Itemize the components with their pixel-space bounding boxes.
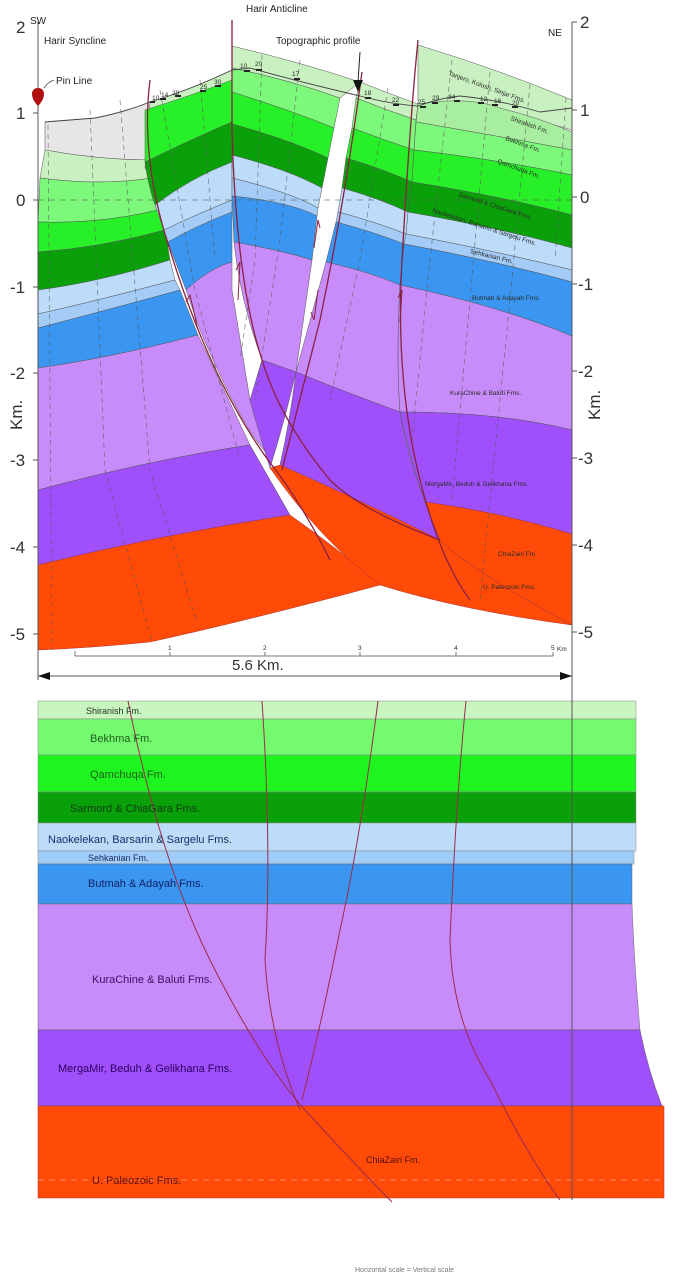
svg-text:28: 28 <box>172 90 180 97</box>
label-bekhma: Bekhma Fm. <box>90 733 152 745</box>
scale-note: Horizontal scale = Vertical scale <box>355 1267 454 1274</box>
fault-block-d <box>269 81 573 626</box>
restored-fault-lines <box>127 700 561 1203</box>
label-butmah: Butmah & Adayah Fms. <box>88 878 204 890</box>
svg-text:0: 0 <box>580 188 589 207</box>
harir-anticline-label: Harir Anticline <box>246 4 308 15</box>
svg-text:20: 20 <box>255 61 263 68</box>
svg-text:12: 12 <box>480 96 488 103</box>
svg-text:1: 1 <box>16 104 25 123</box>
svg-text:ChiaZairi Fm.: ChiaZairi Fm. <box>498 551 537 558</box>
horizontal-scale-bar <box>74 651 554 657</box>
dip-values: 10 14 28 25 30 10 20 17 18 22 25 29 34 1… <box>152 61 520 107</box>
label-kurachine: KuraChine & Baluti Fms. <box>92 974 212 986</box>
svg-text:5.6 Km.: 5.6 Km. <box>232 657 284 674</box>
svg-text:-4: -4 <box>578 536 593 555</box>
svg-text:Butmah & Adayah Fms.: Butmah & Adayah Fms. <box>472 295 540 302</box>
label-naokelekan: Naokelekan, Barsarin & Sargelu Fms. <box>48 834 232 846</box>
svg-text:10: 10 <box>240 63 248 70</box>
svg-text:4: 4 <box>454 645 458 652</box>
svg-text:20: 20 <box>512 100 520 107</box>
svg-text:5: 5 <box>551 645 555 652</box>
svg-text:2: 2 <box>580 13 589 32</box>
svg-text:25: 25 <box>200 84 208 91</box>
svg-text:-3: -3 <box>10 451 25 470</box>
fault-1 <box>146 79 331 561</box>
label-chiazairi: ChiaZairi Fm. <box>366 1155 420 1165</box>
fault-lines <box>146 20 471 601</box>
layer-paleozoic <box>37 1105 665 1199</box>
svg-text:-4: -4 <box>10 538 25 557</box>
svg-text:29: 29 <box>432 95 440 102</box>
svg-text:-5: -5 <box>10 625 25 644</box>
layer-naokelekan <box>37 822 637 852</box>
harir-syncline-label: Harir Syncline <box>44 36 107 47</box>
restored-section: Shiranish Fm. Bekhma Fm. Qamchuqa Fm. Sa… <box>37 690 665 1203</box>
label-sehkanian: Sehkanian Fm. <box>88 853 149 863</box>
svg-text:14: 14 <box>161 92 169 99</box>
pin-line-label: Pin Line <box>56 76 93 87</box>
fault-4 <box>399 39 471 601</box>
layer-qamchuqa <box>37 754 637 793</box>
svg-text:MergaMir, Beduh & Gelikhana Fm: MergaMir, Beduh & Gelikhana Fms. <box>425 481 528 488</box>
layer-kurachine <box>37 903 641 1031</box>
fault-block-sw <box>37 101 381 651</box>
label-paleozoic: U. Paleozoic Fms. <box>92 1175 181 1187</box>
y-axis-left-labels: 2 1 0 -1 -2 -3 -4 -5 Km. <box>7 18 26 644</box>
svg-text:Km.: Km. <box>585 390 604 420</box>
svg-text:17: 17 <box>292 71 300 78</box>
svg-text:2: 2 <box>16 18 25 37</box>
svg-text:25: 25 <box>418 99 426 106</box>
svg-text:34: 34 <box>448 94 456 101</box>
svg-text:Km: Km <box>557 646 567 653</box>
svg-text:-5: -5 <box>578 623 593 642</box>
fault-3 <box>281 71 363 471</box>
label-sarmord: Sarmord & ChiaGara Fms. <box>70 803 200 815</box>
svg-text:0: 0 <box>16 191 25 210</box>
svg-text:10: 10 <box>152 95 160 102</box>
section-length-dimension: 5.6 Km. <box>38 657 572 680</box>
ne-label: NE <box>548 28 562 39</box>
y-axis-left <box>33 22 39 680</box>
topographic-profile-arrow-icon <box>353 51 363 92</box>
svg-text:-1: -1 <box>10 278 25 297</box>
layer-sarmord <box>37 791 637 824</box>
fault-block-b <box>144 69 269 456</box>
svg-text:30: 30 <box>214 79 222 86</box>
svg-text:18: 18 <box>364 90 372 97</box>
svg-text:2: 2 <box>263 645 267 652</box>
svg-text:1: 1 <box>168 645 172 652</box>
sw-label: SW <box>30 16 47 27</box>
fault-2 <box>231 20 441 541</box>
dip-domain-lines <box>38 54 572 651</box>
svg-text:U. Paleozoic Fms.: U. Paleozoic Fms. <box>483 584 536 591</box>
label-qamchuqa: Qamchuqa Fm. <box>90 769 166 781</box>
svg-text:-2: -2 <box>10 364 25 383</box>
svg-text:Km.: Km. <box>7 400 26 430</box>
svg-text:-1: -1 <box>578 275 593 294</box>
fault-block-ne <box>397 44 573 626</box>
layer-butmah <box>37 863 633 905</box>
label-shiranish: Shiranish Fm. <box>86 706 142 716</box>
pin-marker-icon <box>32 79 55 106</box>
svg-text:22: 22 <box>392 97 400 104</box>
fault-block-crest <box>231 45 361 469</box>
topographic-profile-label: Topographic profile <box>276 36 361 47</box>
layer-bekhma <box>37 718 637 756</box>
fault-slip-arrows <box>185 219 403 331</box>
dip-marks <box>150 69 518 108</box>
deformed-section: 10 14 28 25 30 10 20 17 18 22 25 29 34 1… <box>7 4 604 1200</box>
label-mergamir: MergaMir, Beduh & Gelikhana Fms. <box>58 1063 232 1075</box>
svg-text:1: 1 <box>580 101 589 120</box>
svg-text:-2: -2 <box>578 362 593 381</box>
svg-text:16: 16 <box>494 98 502 105</box>
svg-text:3: 3 <box>358 645 362 652</box>
svg-text:KuraChine & Baluti Fms.: KuraChine & Baluti Fms. <box>450 390 521 397</box>
scale-tick-labels: 1 2 3 4 5 Km <box>168 645 567 653</box>
svg-text:-3: -3 <box>578 449 593 468</box>
y-axis-right-labels: 2 1 0 -1 -2 -3 -4 -5 Km. <box>578 13 604 642</box>
